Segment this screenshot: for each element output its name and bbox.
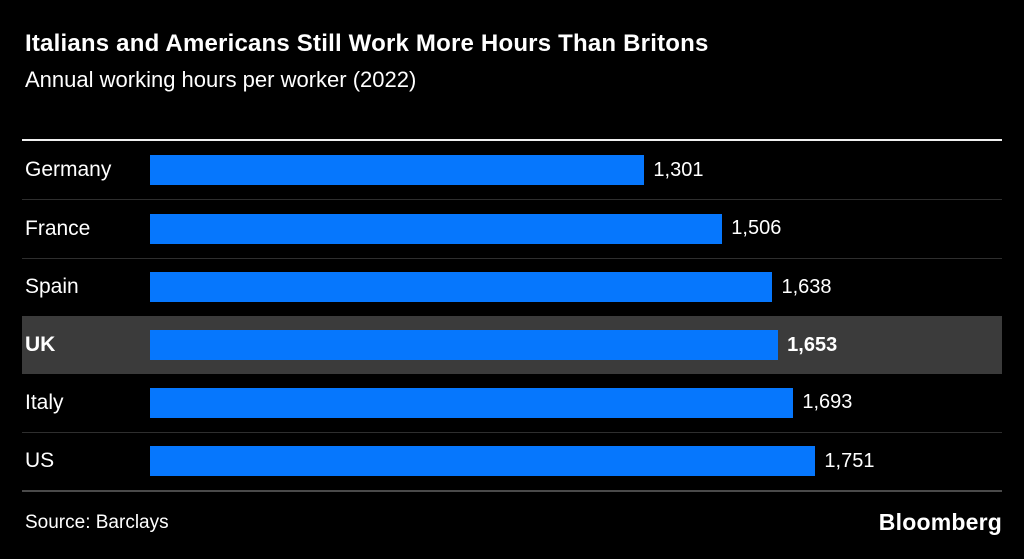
chart-footer: Source: Barclays Bloomberg	[22, 509, 1002, 536]
bar	[150, 155, 645, 186]
category-label: Spain	[25, 275, 79, 299]
bar	[150, 272, 773, 303]
bar-row-france: France 1,506	[22, 200, 1002, 259]
value-label: 1,693	[802, 391, 853, 414]
chart-header: Italians and Americans Still Work More H…	[22, 0, 1002, 93]
bar-track: 1,301	[150, 141, 1002, 199]
category-label: UK	[25, 333, 56, 357]
category-label: Italy	[25, 390, 64, 414]
bar	[150, 387, 794, 418]
value-label: 1,653	[787, 333, 838, 356]
bar-row-italy: Italy 1,693	[22, 374, 1002, 433]
category-label: France	[25, 216, 91, 240]
bar-row-uk: UK 1,653	[22, 316, 1002, 374]
value-label: 1,751	[824, 449, 875, 472]
bar-row-spain: Spain 1,638	[22, 259, 1002, 317]
bar-track: 1,638	[150, 259, 1002, 317]
source-note: Source: Barclays	[25, 511, 169, 533]
bloomberg-logo: Bloomberg	[878, 509, 1002, 536]
bar-track: 1,653	[150, 316, 1002, 374]
value-label: 1,506	[731, 217, 782, 240]
bar-track: 1,751	[150, 433, 1002, 491]
value-label: 1,638	[781, 275, 832, 298]
value-label: 1,301	[653, 158, 704, 181]
bar	[150, 446, 816, 477]
bar	[150, 330, 779, 361]
bar-row-germany: Germany 1,301	[22, 141, 1002, 200]
category-label: US	[25, 449, 55, 473]
bar	[150, 213, 723, 244]
chart-subtitle: Annual working hours per worker (2022)	[25, 66, 417, 92]
category-label: Germany	[25, 158, 112, 182]
bar-track: 1,506	[150, 200, 1002, 258]
bar-row-us: US 1,751	[22, 433, 1002, 491]
bar-chart: Germany 1,301 France 1,506 Spain 1,638 UK 1,653…	[22, 139, 1002, 493]
chart-title: Italians and Americans Still Work More H…	[25, 30, 709, 57]
bar-track: 1,693	[150, 374, 1002, 432]
